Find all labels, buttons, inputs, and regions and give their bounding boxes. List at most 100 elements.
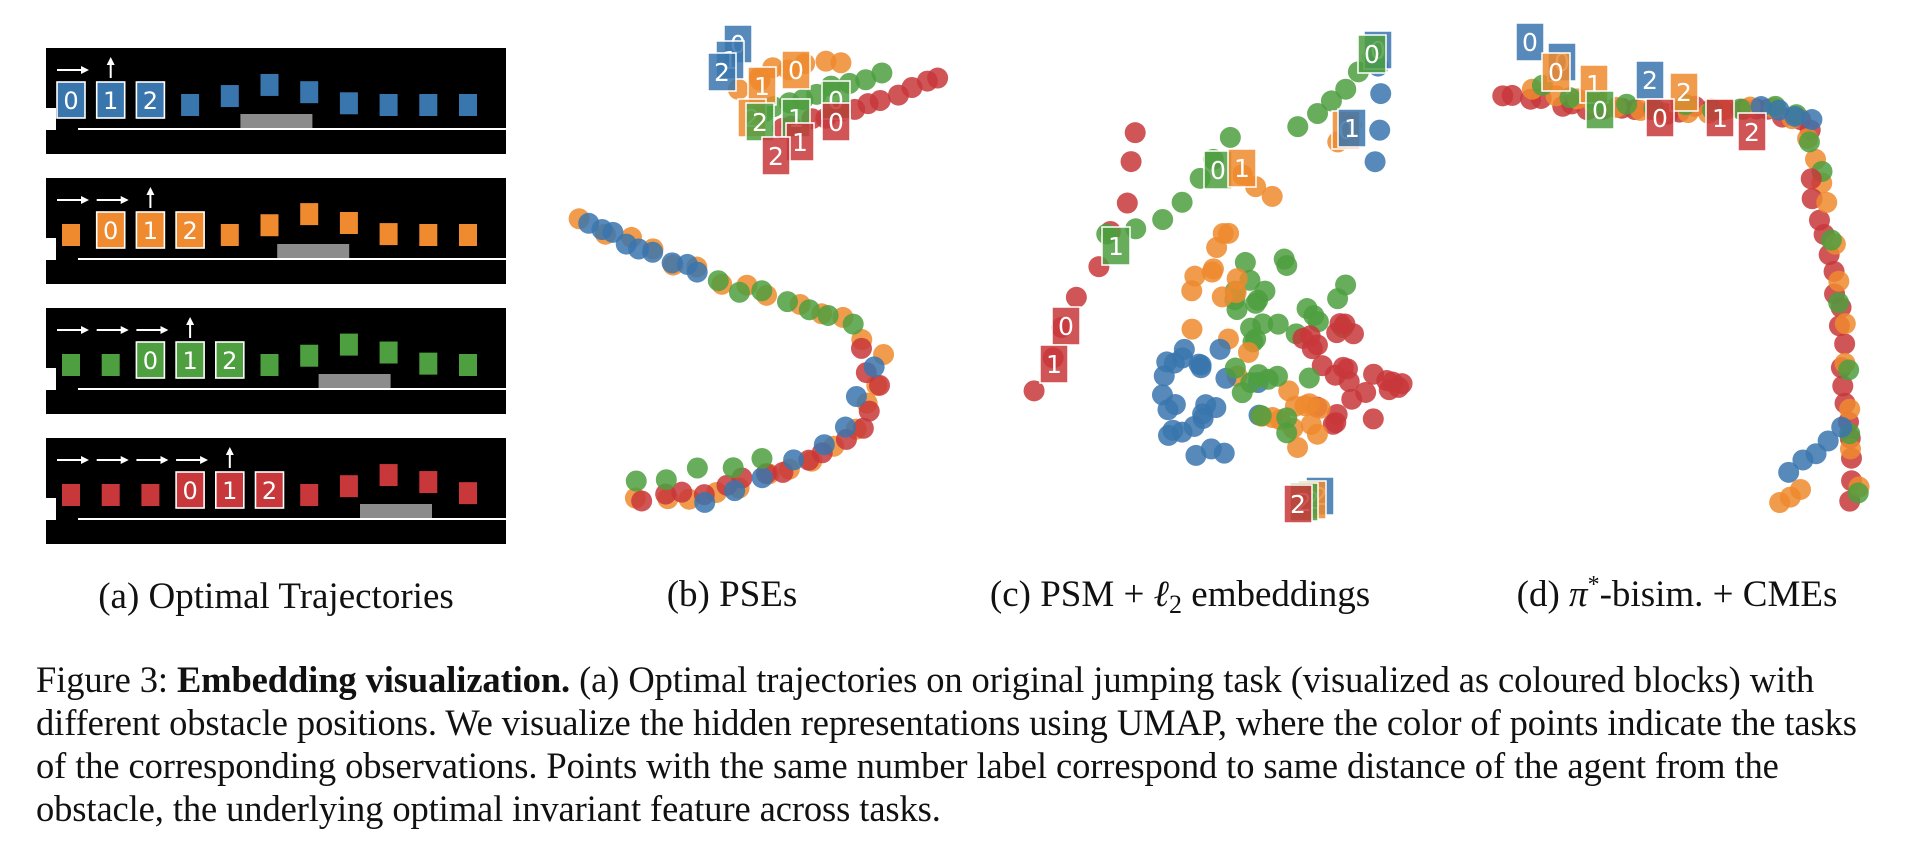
- trajectory-block-label: 1: [143, 217, 158, 245]
- trajectory-block: [339, 211, 358, 234]
- point-label-text: 0: [1058, 312, 1074, 341]
- trajectory-block-labeled: [135, 341, 166, 379]
- embedding-point: [1206, 237, 1228, 259]
- point-label-text: 2: [768, 142, 784, 171]
- embedding-point: [1226, 299, 1248, 321]
- embedding-point: [686, 261, 708, 283]
- caption-prefix: Figure 3:: [36, 659, 177, 700]
- embedding-point: [842, 313, 864, 335]
- point-label-text: 0: [1548, 58, 1564, 87]
- left-ledge: [46, 238, 56, 260]
- point-label-red: 2: [761, 136, 791, 176]
- panel-c-caption: (c) PSM + ℓ2 embeddings: [990, 574, 1370, 619]
- embedding-point: [1185, 444, 1207, 466]
- embedding-point: [1276, 422, 1298, 444]
- trajectory-block: [379, 464, 398, 487]
- embedding-point: [724, 480, 746, 502]
- floor-line: [78, 258, 506, 260]
- embedding-point: [1559, 87, 1581, 109]
- point-label-blue: 2: [1635, 60, 1665, 100]
- obstacle: [360, 504, 432, 518]
- point-label-box: [1635, 60, 1665, 100]
- trajectory-block-label: 0: [103, 217, 118, 245]
- embedding-point: [686, 457, 708, 479]
- embedding-point: [1267, 313, 1289, 335]
- trajectory-block: [379, 223, 398, 246]
- trajectory-block: [260, 214, 279, 237]
- point-label-text: 0: [1364, 40, 1380, 69]
- trajectory-block: [419, 224, 438, 246]
- trajectory-block-label: 2: [222, 347, 237, 375]
- trajectory-block: [300, 484, 319, 506]
- embedding-point: [1801, 109, 1823, 131]
- embedding-point: [1218, 222, 1240, 244]
- left-ledge: [46, 108, 56, 130]
- left-ledge: [46, 368, 56, 390]
- point-label-red: 0: [1051, 306, 1081, 346]
- embedding-point: [1287, 436, 1309, 458]
- trajectory-block-labeled: [135, 81, 166, 119]
- trajectory-block: [300, 81, 319, 104]
- embedding-point: [1834, 313, 1856, 335]
- embedding-point: [798, 299, 820, 321]
- point-label-box: [821, 102, 851, 142]
- embedding-point: [1363, 363, 1385, 385]
- embedding-point: [1188, 353, 1210, 375]
- embedding-point: [855, 69, 877, 91]
- embedding-point: [1817, 430, 1839, 452]
- embedding-point: [1202, 258, 1224, 280]
- embedding-point: [1276, 407, 1298, 429]
- point-label-text: 1: [754, 72, 770, 101]
- point-label-text: 2: [1290, 490, 1306, 519]
- embedding-point: [1240, 372, 1262, 394]
- trajectory-block: [62, 484, 80, 506]
- trajectory-block-label: 0: [63, 87, 78, 115]
- floor-line: [78, 388, 506, 390]
- embedding-point: [1192, 403, 1214, 425]
- point-label-text: 1: [1234, 154, 1250, 183]
- embedding-point: [751, 280, 773, 302]
- floor-line: [78, 128, 506, 130]
- embedding-point: [1157, 399, 1179, 421]
- point-label-orange: 0: [1541, 52, 1571, 92]
- embedding-point: [1307, 103, 1329, 125]
- embedding-point: [1300, 413, 1322, 435]
- embedding-point: [1388, 376, 1410, 398]
- embedding-point: [1501, 84, 1523, 106]
- obstacle: [277, 244, 350, 258]
- left-ledge: [46, 498, 56, 520]
- embedding-point: [1224, 357, 1246, 379]
- embedding-point: [850, 337, 872, 359]
- embedding-point: [871, 62, 893, 84]
- embedding-point: [1209, 338, 1231, 360]
- point-label-blue: 1: [1337, 108, 1367, 148]
- point-label-text: 0: [828, 108, 844, 137]
- embedding-point: [1616, 93, 1638, 115]
- trajectory-block: [459, 224, 477, 246]
- trajectory-block: [220, 85, 239, 108]
- trajectory-block-label: 2: [182, 217, 197, 245]
- embedding-point: [845, 385, 867, 407]
- embedding-point: [1324, 364, 1346, 386]
- embedding-point: [1334, 313, 1356, 335]
- embedding-point: [1273, 248, 1295, 270]
- embedding-point: [1828, 270, 1850, 292]
- embedding-point: [1234, 251, 1256, 273]
- embedding-point: [1750, 96, 1772, 118]
- panel-d-caption-sup: *: [1588, 572, 1600, 598]
- embedding-point: [1768, 99, 1790, 121]
- embedding-point: [927, 67, 949, 89]
- embedding-point: [1157, 424, 1179, 446]
- embedding-point: [834, 416, 856, 438]
- embedding-point: [1065, 286, 1087, 308]
- embedding-point: [707, 270, 729, 292]
- trajectory-block-labeled: [215, 341, 245, 379]
- point-label-box: [781, 50, 811, 90]
- obstacle: [240, 114, 313, 128]
- embedding-point: [1778, 461, 1800, 483]
